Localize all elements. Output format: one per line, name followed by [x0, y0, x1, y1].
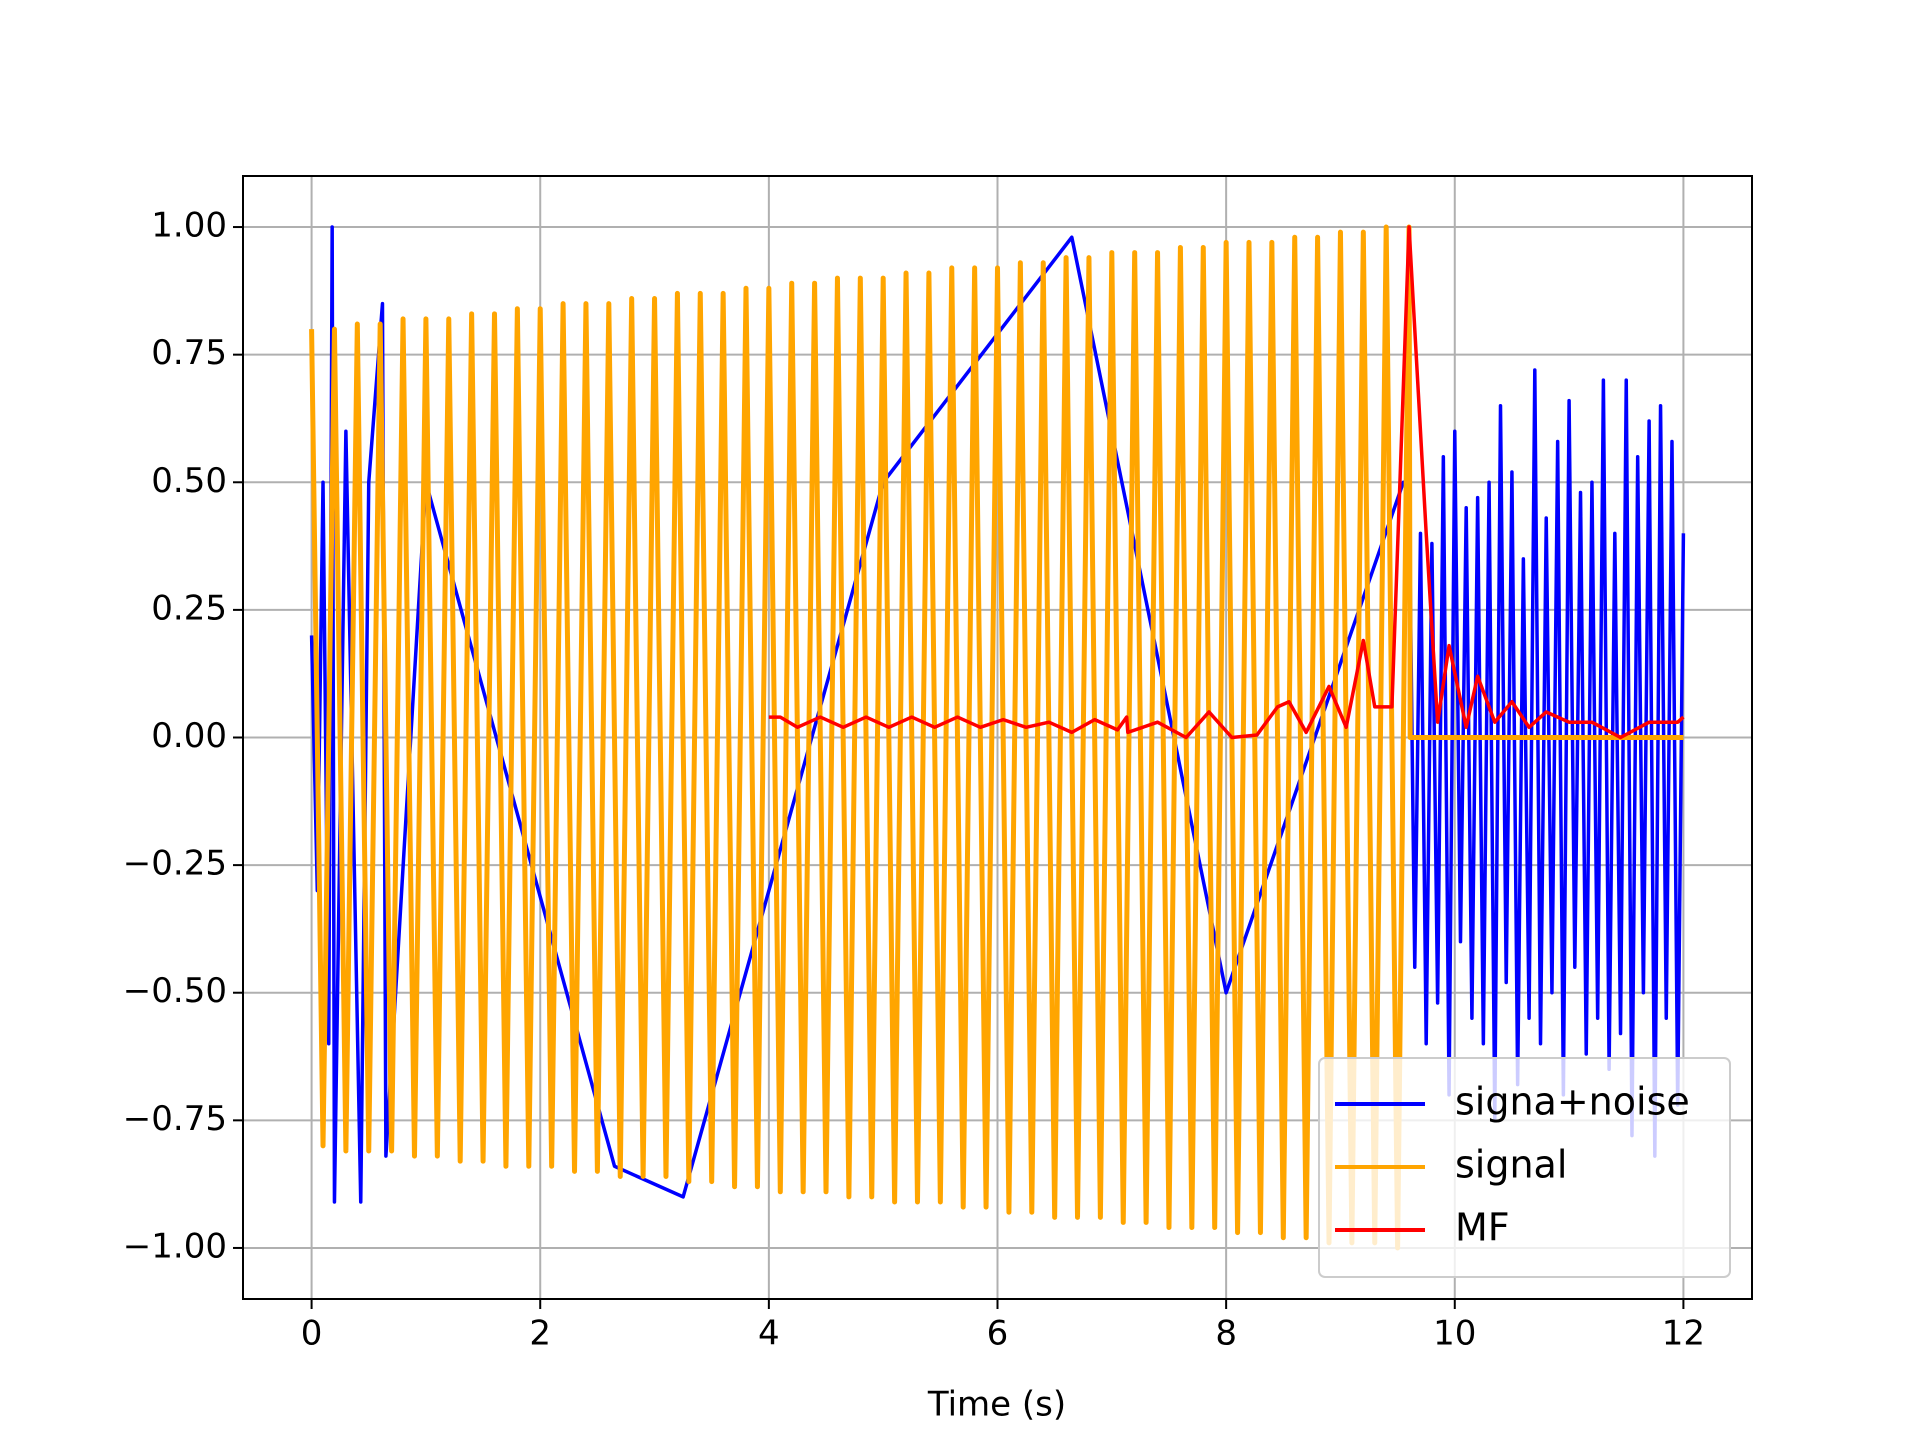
x-tick-label: 8	[1215, 1314, 1237, 1354]
x-tick-label: 4	[758, 1314, 780, 1354]
series-line	[768, 225, 1685, 740]
y-tick-label: −0.75	[123, 1099, 227, 1139]
series-line	[309, 224, 1684, 1251]
y-tick-label: −0.25	[123, 844, 227, 884]
legend-label: signal	[1455, 1143, 1567, 1187]
x-tick-label: 0	[301, 1314, 323, 1354]
y-tick-label: 0.25	[151, 588, 227, 628]
x-tick-label: 6	[987, 1314, 1009, 1354]
y-tick-label: −0.50	[123, 971, 227, 1011]
legend-label: MF	[1455, 1206, 1510, 1250]
legend-box	[1318, 1057, 1731, 1278]
y-tick-label: 1.00	[151, 206, 227, 246]
x-tick-label: 12	[1662, 1314, 1705, 1354]
y-tick-label: 0.75	[151, 333, 227, 373]
y-tick-label: 0.50	[151, 461, 227, 501]
y-tick-label: 0.00	[151, 716, 227, 756]
x-axis-label: Time (s)	[927, 1385, 1066, 1425]
axes-frame	[242, 175, 1753, 1300]
legend-label: signa+noise	[1455, 1080, 1690, 1124]
x-tick-label: 10	[1433, 1314, 1476, 1354]
x-tick-label: 2	[529, 1314, 551, 1354]
y-tick-label: −1.00	[123, 1226, 227, 1266]
